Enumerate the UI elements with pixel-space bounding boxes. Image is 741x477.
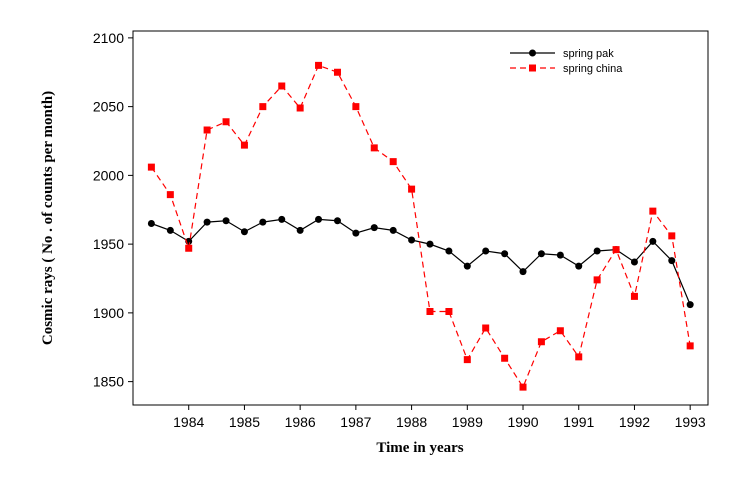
marker xyxy=(203,218,211,226)
y-tick-label: 2000 xyxy=(93,167,124,183)
x-tick-label: 1984 xyxy=(173,414,204,430)
series-line xyxy=(151,218,691,305)
x-tick-label: 1987 xyxy=(340,414,371,430)
marker xyxy=(463,262,471,270)
x-tick-label: 1990 xyxy=(507,414,538,430)
x-tick-label: 1992 xyxy=(619,414,650,430)
marker xyxy=(315,215,323,223)
marker xyxy=(482,247,490,255)
marker xyxy=(278,82,286,90)
marker xyxy=(296,226,304,234)
marker xyxy=(649,207,657,215)
marker xyxy=(593,276,601,284)
marker xyxy=(259,103,267,111)
y-tick-label: 1900 xyxy=(93,305,124,321)
marker xyxy=(408,185,416,193)
y-tick-label: 2050 xyxy=(93,99,124,115)
marker xyxy=(259,218,267,226)
marker xyxy=(630,292,638,300)
series-line xyxy=(150,64,691,389)
y-tick-label: 2100 xyxy=(93,30,124,46)
marker xyxy=(352,229,360,237)
marker xyxy=(370,144,378,152)
y-axis-title: Cosmic rays ( No . of counts per month) xyxy=(40,91,56,345)
x-tick-label: 1989 xyxy=(452,414,483,430)
marker xyxy=(556,251,564,259)
marker xyxy=(519,383,527,391)
y-tick-label: 1950 xyxy=(93,236,124,252)
marker xyxy=(630,258,638,266)
marker xyxy=(147,163,155,171)
marker xyxy=(333,68,341,76)
plot-frame xyxy=(132,30,709,406)
marker xyxy=(426,308,434,315)
x-tick-label: 1991 xyxy=(563,414,594,430)
marker xyxy=(537,250,545,258)
marker xyxy=(315,61,323,69)
marker xyxy=(147,220,155,227)
legend-marker xyxy=(529,64,536,72)
marker xyxy=(426,240,434,248)
marker xyxy=(575,262,583,270)
marker xyxy=(352,103,360,111)
marker xyxy=(463,356,471,364)
marker xyxy=(612,246,620,254)
marker xyxy=(501,250,509,258)
marker xyxy=(686,301,694,309)
legend-label: spring pak xyxy=(563,48,614,60)
legend-marker xyxy=(529,49,536,57)
marker xyxy=(575,353,583,361)
marker xyxy=(333,217,341,225)
y-tick-label: 1850 xyxy=(93,374,124,390)
x-axis-title: Time in years xyxy=(376,440,463,456)
marker xyxy=(389,158,397,166)
marker xyxy=(668,257,676,265)
marker xyxy=(537,338,545,346)
legend-label: spring china xyxy=(563,63,623,75)
x-tick-label: 1985 xyxy=(229,414,260,430)
marker xyxy=(519,268,527,276)
marker xyxy=(203,126,211,134)
marker xyxy=(240,141,248,149)
marker xyxy=(222,118,230,126)
marker xyxy=(649,237,657,245)
marker xyxy=(370,224,378,232)
marker xyxy=(556,327,564,335)
marker xyxy=(166,191,174,199)
x-tick-label: 1988 xyxy=(396,414,427,430)
x-tick-label: 1986 xyxy=(285,414,316,430)
marker xyxy=(222,217,230,225)
marker xyxy=(389,226,397,234)
marker xyxy=(593,247,601,255)
marker xyxy=(278,215,286,223)
marker xyxy=(501,354,509,362)
marker xyxy=(166,226,174,234)
marker xyxy=(296,104,304,112)
marker xyxy=(482,324,490,332)
marker xyxy=(408,236,416,244)
marker xyxy=(668,232,676,240)
marker xyxy=(445,247,453,255)
marker xyxy=(240,228,248,236)
marker xyxy=(445,308,453,315)
x-tick-label: 1993 xyxy=(675,414,706,430)
marker xyxy=(686,342,694,350)
marker xyxy=(185,244,193,252)
